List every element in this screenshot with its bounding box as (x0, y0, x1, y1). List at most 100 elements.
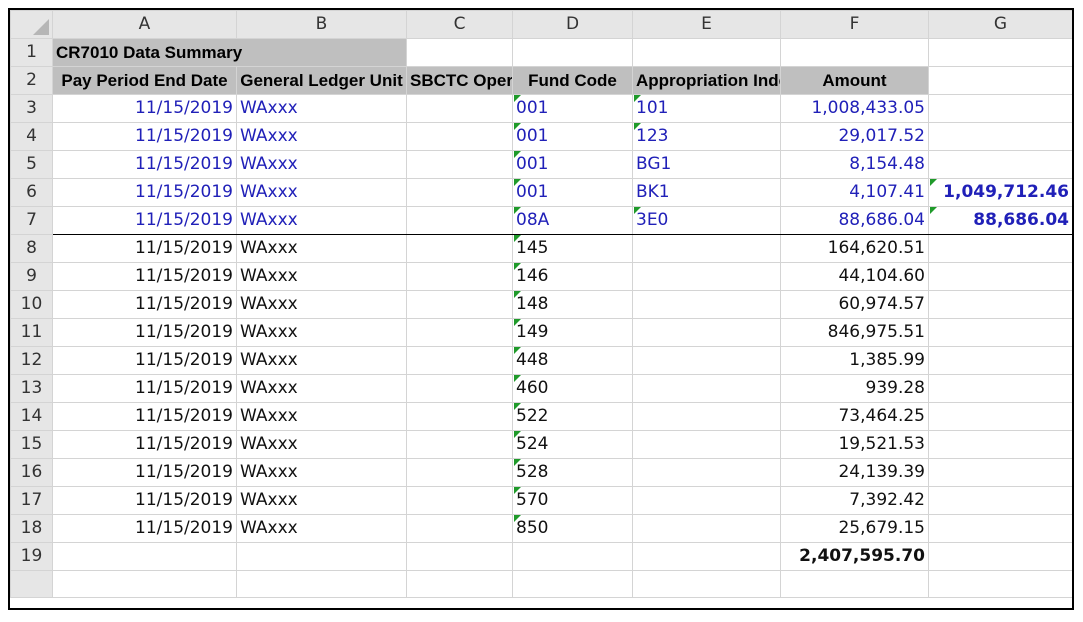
column-header-f[interactable]: F (780, 10, 929, 39)
cell-pay-period-date[interactable]: 11/15/2019 (52, 234, 237, 263)
row-header-14[interactable]: 14 (10, 402, 53, 431)
cell-pay-period-date[interactable]: 11/15/2019 (52, 94, 237, 123)
row-header-1[interactable]: 1 (10, 38, 53, 67)
row-header-19[interactable]: 19 (10, 542, 53, 571)
cell-amount[interactable]: 44,104.60 (780, 262, 929, 291)
cell-amount[interactable]: 846,975.51 (780, 318, 929, 347)
cell-amount[interactable]: 1,385.99 (780, 346, 929, 375)
cell-fund-code[interactable]: 148 (512, 290, 633, 319)
cell-oper-unit[interactable] (406, 486, 513, 515)
row-header-17[interactable]: 17 (10, 486, 53, 515)
cell-pay-period-date[interactable]: 11/15/2019 (52, 346, 237, 375)
cell-oper-unit[interactable] (406, 514, 513, 543)
header-pay-period[interactable]: Pay Period End Date (52, 66, 237, 95)
row-header-15[interactable]: 15 (10, 430, 53, 459)
cell[interactable] (928, 66, 1072, 95)
cell-subtotal[interactable] (928, 374, 1072, 403)
cell-oper-unit[interactable] (406, 262, 513, 291)
cell-oper-unit[interactable] (406, 234, 513, 263)
cell-pay-period-date[interactable]: 11/15/2019 (52, 206, 237, 235)
row-header-4[interactable]: 4 (10, 122, 53, 151)
cell-approp-index[interactable] (632, 234, 781, 263)
cell-gl-unit[interactable]: WAxxx (236, 374, 407, 403)
cell[interactable] (406, 38, 513, 67)
cell-amount[interactable]: 19,521.53 (780, 430, 929, 459)
cell-fund-code[interactable]: 448 (512, 346, 633, 375)
row-header-6[interactable]: 6 (10, 178, 53, 207)
cell-amount[interactable]: 29,017.52 (780, 122, 929, 151)
column-header-e[interactable]: E (632, 10, 781, 39)
cell-subtotal[interactable] (928, 122, 1072, 151)
cell-fund-code[interactable]: 08A (512, 206, 633, 235)
cell-approp-index[interactable]: 101 (632, 94, 781, 123)
cell-oper-unit[interactable] (406, 206, 513, 235)
cell-subtotal[interactable] (928, 402, 1072, 431)
cell-subtotal[interactable] (928, 458, 1072, 487)
cell-oper-unit[interactable] (406, 402, 513, 431)
header-gl-unit[interactable]: General Ledger Unit (236, 66, 407, 95)
cell-subtotal[interactable] (928, 94, 1072, 123)
cell-oper-unit[interactable] (406, 458, 513, 487)
cell-gl-unit[interactable]: WAxxx (236, 458, 407, 487)
cell[interactable] (512, 38, 633, 67)
cell-gl-unit[interactable]: WAxxx (236, 486, 407, 515)
row-header-10[interactable]: 10 (10, 290, 53, 319)
cell-subtotal[interactable] (928, 486, 1072, 515)
row-header-20[interactable] (10, 570, 53, 598)
cell[interactable] (512, 570, 633, 598)
cell-gl-unit[interactable]: WAxxx (236, 402, 407, 431)
cell-gl-unit[interactable]: WAxxx (236, 178, 407, 207)
cell-fund-code[interactable]: 524 (512, 430, 633, 459)
cell-oper-unit[interactable] (406, 122, 513, 151)
cell-amount[interactable]: 73,464.25 (780, 402, 929, 431)
cell[interactable] (406, 570, 513, 598)
cell-pay-period-date[interactable]: 11/15/2019 (52, 178, 237, 207)
cell-subtotal[interactable]: 1,049,712.46 (928, 178, 1072, 207)
cell-pay-period-date[interactable]: 11/15/2019 (52, 318, 237, 347)
cell-approp-index[interactable] (632, 262, 781, 291)
column-header-a[interactable]: A (52, 10, 237, 39)
cell[interactable] (236, 570, 407, 598)
cell-oper-unit[interactable] (406, 346, 513, 375)
cell-fund-code[interactable]: 570 (512, 486, 633, 515)
grand-total-cell[interactable]: 2,407,595.70 (780, 542, 929, 571)
cell-fund-code[interactable]: 850 (512, 514, 633, 543)
cell-fund-code[interactable]: 146 (512, 262, 633, 291)
cell-gl-unit[interactable]: WAxxx (236, 514, 407, 543)
cell-pay-period-date[interactable]: 11/15/2019 (52, 262, 237, 291)
cell-pay-period-date[interactable]: 11/15/2019 (52, 458, 237, 487)
cell-fund-code[interactable]: 001 (512, 122, 633, 151)
cell[interactable] (236, 542, 407, 571)
row-header-5[interactable]: 5 (10, 150, 53, 179)
cell-approp-index[interactable] (632, 346, 781, 375)
header-oper-unit[interactable]: SBCTC Oper Unit (406, 66, 513, 95)
cell-oper-unit[interactable] (406, 374, 513, 403)
cell-approp-index[interactable] (632, 514, 781, 543)
cell-oper-unit[interactable] (406, 94, 513, 123)
cell-amount[interactable]: 164,620.51 (780, 234, 929, 263)
cell-gl-unit[interactable]: WAxxx (236, 122, 407, 151)
cell-fund-code[interactable]: 001 (512, 94, 633, 123)
cell-amount[interactable]: 24,139.39 (780, 458, 929, 487)
cell-gl-unit[interactable]: WAxxx (236, 94, 407, 123)
column-header-g[interactable]: G (928, 10, 1072, 39)
cell-pay-period-date[interactable]: 11/15/2019 (52, 402, 237, 431)
cell-pay-period-date[interactable]: 11/15/2019 (52, 290, 237, 319)
sheet-title[interactable]: CR7010 Data Summary (52, 38, 407, 67)
cell-gl-unit[interactable]: WAxxx (236, 346, 407, 375)
cell-amount[interactable]: 25,679.15 (780, 514, 929, 543)
cell-pay-period-date[interactable]: 11/15/2019 (52, 486, 237, 515)
cell-fund-code[interactable]: 145 (512, 234, 633, 263)
cell-gl-unit[interactable]: WAxxx (236, 430, 407, 459)
cell-approp-index[interactable]: BG1 (632, 150, 781, 179)
cell-subtotal[interactable] (928, 262, 1072, 291)
cell-approp-index[interactable]: 123 (632, 122, 781, 151)
cell-oper-unit[interactable] (406, 430, 513, 459)
cell[interactable] (928, 570, 1072, 598)
cell-oper-unit[interactable] (406, 290, 513, 319)
cell[interactable] (52, 570, 237, 598)
cell-fund-code[interactable]: 149 (512, 318, 633, 347)
header-approp-index[interactable]: Appropriation Index (632, 66, 781, 95)
cell-approp-index[interactable] (632, 318, 781, 347)
cell-amount[interactable]: 60,974.57 (780, 290, 929, 319)
